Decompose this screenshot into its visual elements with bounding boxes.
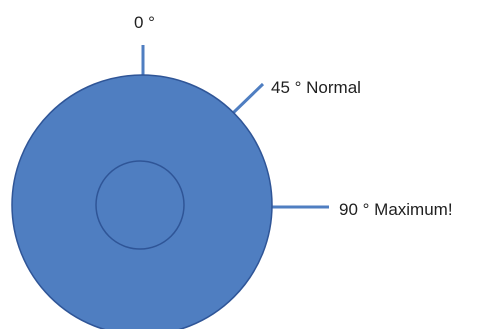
tick-45-degrees xyxy=(231,82,265,115)
label-45-degrees-normal: 45 ° Normal xyxy=(271,78,361,97)
label-90-degrees-maximum: 90 ° Maximum! xyxy=(339,200,453,219)
inner-ring xyxy=(95,160,185,250)
label-0-degrees: 0 ° xyxy=(134,13,155,32)
outer-disc xyxy=(11,74,273,329)
